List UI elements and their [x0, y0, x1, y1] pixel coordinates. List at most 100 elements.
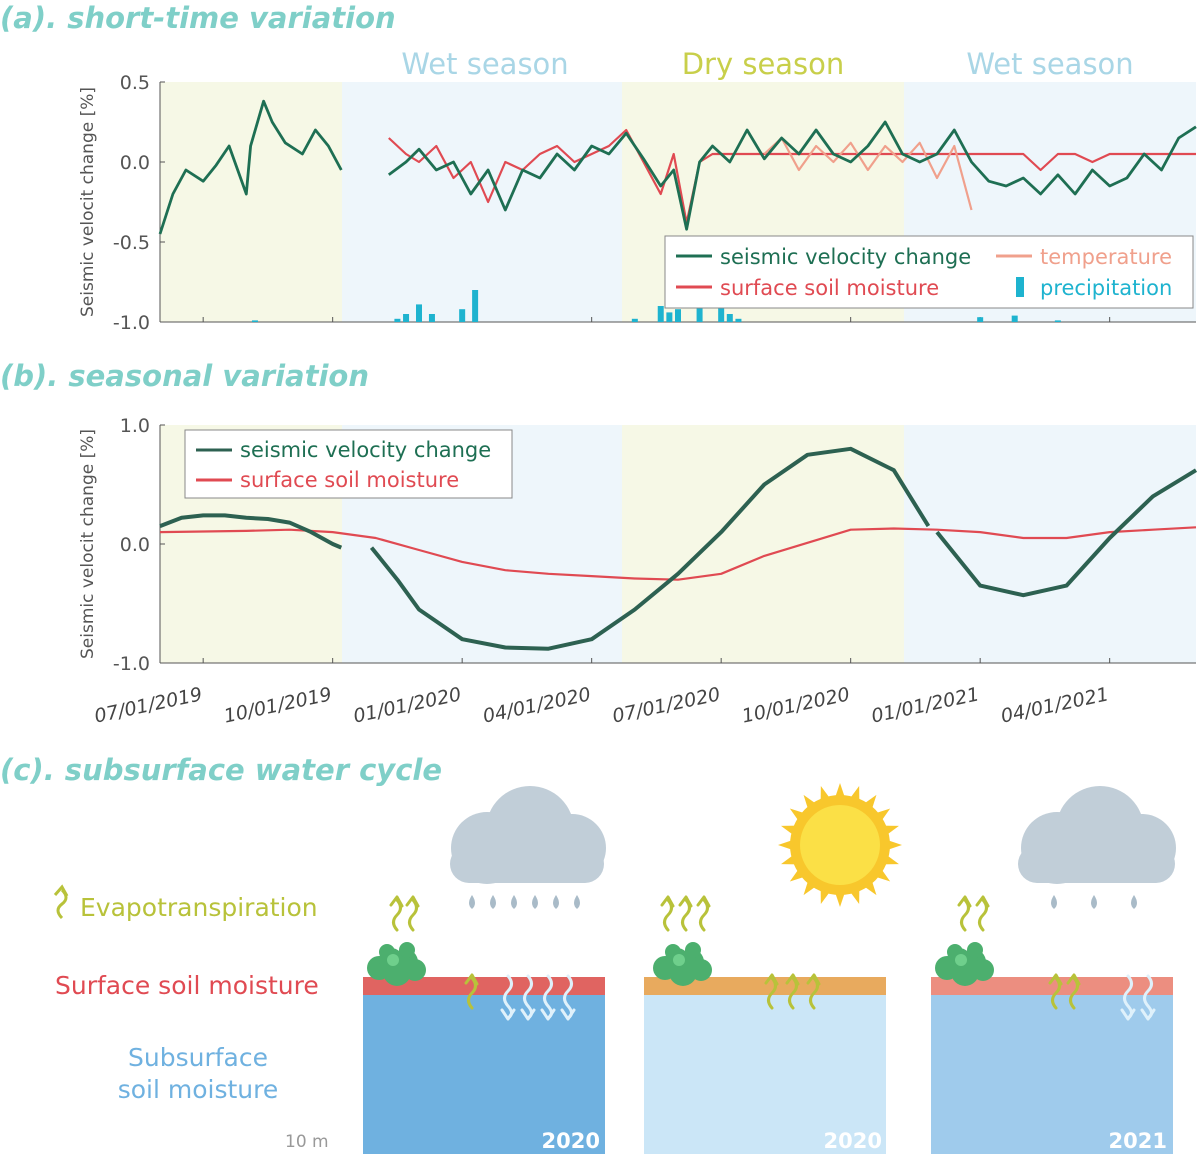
series-lines-b: [159, 446, 1198, 651]
panel-b: 1.0 0.0 -1.0 07/01/2019 10/01/2019 01/01/202…: [78, 415, 1198, 728]
precip-bar: [726, 314, 733, 322]
plant-icon: [367, 942, 426, 986]
rain-drop: [1131, 895, 1137, 909]
velocity-line-b: [935, 468, 1198, 598]
precip-bar: [428, 314, 435, 322]
panel-b-title: (b). seasonal variation: [0, 359, 369, 393]
x-tick-label-b: 07/01/2019: [93, 683, 205, 727]
surface-layer-1: [363, 977, 605, 995]
rain-drops-light: [1051, 895, 1137, 909]
soil-block-dry-2020: 2020: [644, 977, 886, 1154]
infiltration-arrow: [1140, 974, 1156, 1021]
evap-arrow: [405, 895, 420, 932]
season-band-early: [160, 82, 342, 322]
year-label-2: 2020: [824, 1129, 882, 1153]
infiltration-arrow: [500, 974, 516, 1021]
legend-swatch-precip: [1016, 277, 1024, 297]
subsurface-layer-3: [931, 995, 1173, 1154]
y-axis-label-b: Seismic velocit change [%]: [78, 429, 98, 659]
evap-arrow: [1066, 973, 1081, 1010]
precip-bar: [675, 309, 681, 322]
x-tick-label-b: 10/01/2019: [222, 683, 334, 727]
rain-drop: [1091, 895, 1097, 909]
season-label-wet-2: Wet season: [966, 47, 1133, 81]
precip-bar: [459, 309, 466, 322]
legend-label-velocity: seismic velocity change: [720, 245, 971, 269]
evap-label: Evapotranspiration: [80, 893, 318, 922]
x-tick-label-b: 10/01/2020: [740, 683, 852, 727]
y-ticks-b: 1.0 0.0 -1.0: [113, 415, 165, 675]
legend-label-b-velocity: seismic velocity change: [240, 438, 491, 462]
x-tick-label-b: 07/01/2020: [611, 683, 723, 727]
temperature-line-a: [763, 136, 973, 211]
precip-bar: [1011, 315, 1018, 322]
legend-label-temperature: temperature: [1040, 245, 1172, 269]
season-label-dry: Dry season: [682, 47, 845, 81]
rain-cloud-icon: [450, 786, 606, 884]
depth-label: 10 m: [285, 1132, 329, 1152]
evap-arrow: [660, 895, 675, 932]
panel-a: Wet season Dry season Wet season 0.5 0.0 -…: [78, 47, 1197, 334]
evap-legend-icon: [53, 884, 69, 920]
season-band-b-dry: [622, 425, 904, 663]
sun-core: [800, 805, 880, 885]
evap-arrow: [764, 973, 779, 1010]
season-label-wet-1: Wet season: [401, 47, 568, 81]
subsurface-label-2: soil moisture: [118, 1075, 279, 1104]
y-tick-label-a: 0.5: [120, 72, 150, 94]
precip-bar: [735, 318, 742, 322]
velocity-line-a: [158, 99, 343, 235]
panel-a-title: (a). short-time variation: [0, 1, 396, 35]
infiltration-arrow: [520, 974, 536, 1021]
evap-arrow: [389, 895, 404, 932]
panel-c: Evapotranspiration Surface soil moisture…: [53, 783, 1176, 1154]
x-ticks-b: 07/01/2019 10/01/2019 01/01/2020 04/01/2020…: [93, 658, 1111, 728]
y-ticks-a: 0.5 0.0 -0.5 -1.0: [113, 72, 165, 334]
legend-label-precip: precipitation: [1040, 276, 1172, 300]
rain-drop: [490, 895, 496, 909]
evap-arrow: [806, 973, 821, 1010]
year-label-1: 2020: [542, 1129, 600, 1153]
y-tick-label-b: 1.0: [120, 415, 150, 437]
season-band-b-wet-2: [904, 425, 1196, 663]
evap-arrow: [696, 895, 711, 932]
precip-bar: [977, 317, 984, 322]
legend-box-a: [664, 235, 1194, 309]
precip-bar: [631, 318, 638, 322]
rain-drop: [532, 895, 538, 909]
rain-drop: [553, 895, 559, 909]
x-tick-label-b: 04/01/2020: [481, 683, 593, 727]
infiltration-arrow: [540, 974, 556, 1021]
soil-block-wet-2020: 2020: [363, 977, 605, 1154]
panel-c-title: (c). subsurface water cycle: [0, 753, 442, 787]
rain-cloud-icon-2021: [1018, 786, 1176, 884]
x-tick-label-b: 04/01/2021: [999, 683, 1111, 727]
precip-bar: [1054, 320, 1061, 322]
y-tick-label-b: 0.0: [120, 534, 150, 556]
soil-block-wet-2021: 2021: [931, 977, 1173, 1154]
precip-bar: [251, 320, 258, 322]
precip-bar: [657, 306, 664, 322]
plant-icon: [935, 942, 994, 986]
rain-drop: [1051, 895, 1057, 909]
surface-layer-2: [644, 977, 886, 995]
evap-arrow: [785, 973, 800, 1010]
infiltration-arrow: [560, 974, 576, 1021]
velocity-line-a: [387, 120, 1197, 231]
precip-bar: [472, 290, 479, 322]
y-tick-label-a: -1.0: [113, 312, 150, 334]
legend-label-b-soil: surface soil moisture: [240, 468, 459, 492]
rain-drop: [511, 895, 517, 909]
surface-soil-label: Surface soil moisture: [55, 971, 319, 1000]
season-band-wet-1: [342, 82, 622, 322]
sun-icon: [778, 783, 902, 907]
precip-bar: [416, 304, 422, 322]
subsurface-layer-2: [644, 995, 886, 1154]
x-tick-label-b: 01/01/2020: [352, 683, 464, 727]
soil-moisture-line-b: [159, 526, 1197, 581]
y-tick-label-a: 0.0: [120, 152, 150, 174]
legend-label-soil: surface soil moisture: [720, 276, 939, 300]
plant-icons: [367, 942, 994, 986]
legend-b: seismic velocity change surface soil moi…: [184, 429, 513, 499]
